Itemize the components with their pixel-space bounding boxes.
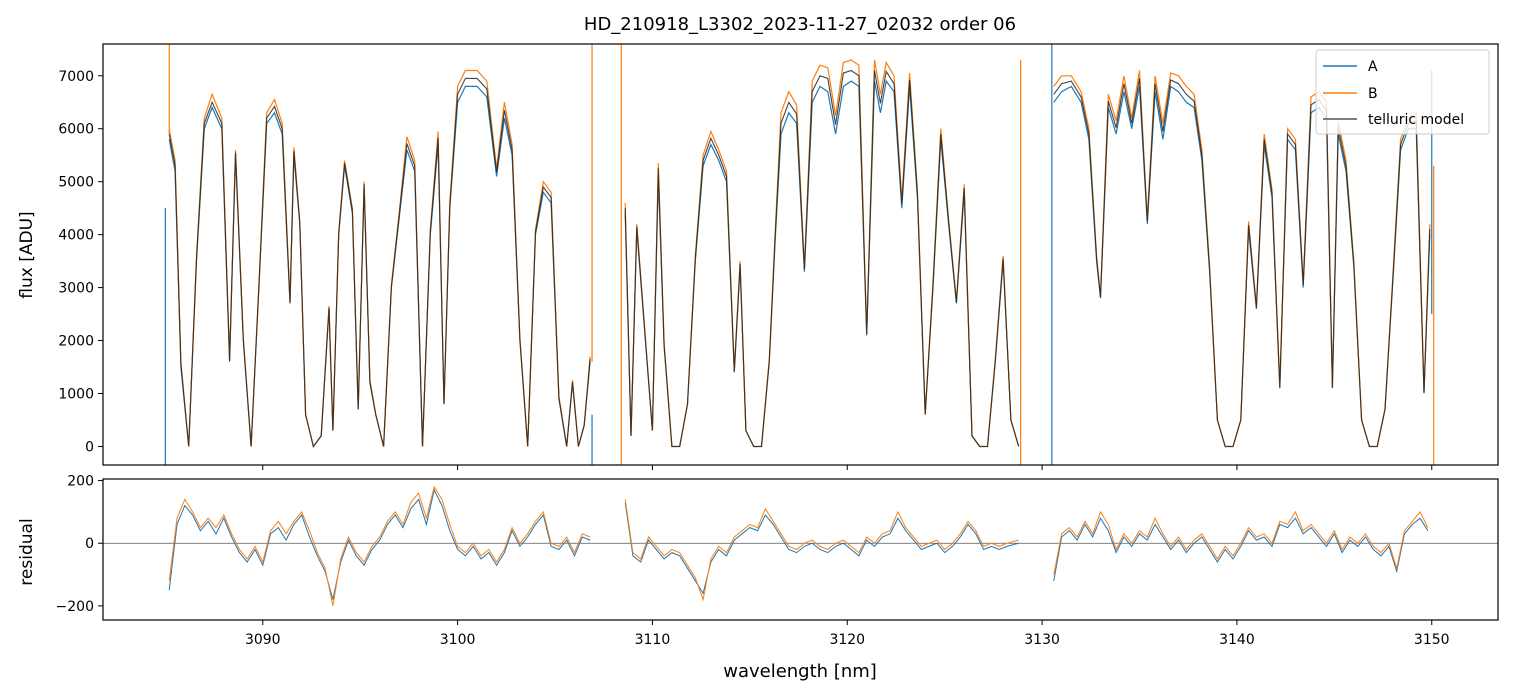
residual-b-line-2 bbox=[624, 499, 1019, 602]
spectrum-y-tick-label: 2000 bbox=[58, 334, 94, 350]
spectrum-axes-frame bbox=[102, 43, 1499, 466]
residual-y-tick-label: −200 bbox=[56, 599, 94, 615]
residual-a-line-3 bbox=[1053, 517, 1429, 581]
spectrum-y-tick-label: 7000 bbox=[58, 69, 94, 85]
residual-b-line-1 bbox=[168, 485, 591, 607]
telluric-model-line-1 bbox=[168, 77, 591, 448]
residual-b-line-3 bbox=[1053, 510, 1429, 575]
spectrum-y-ticks: 0 1000 2000 3000 4000 5000 6000 7000 bbox=[58, 69, 103, 455]
x-tick-label: 3090 bbox=[245, 632, 281, 648]
legend-label-model: telluric model bbox=[1368, 112, 1464, 128]
legend-label-a: A bbox=[1368, 59, 1378, 75]
residual-a-line-1 bbox=[168, 488, 591, 600]
x-tick-label: 3130 bbox=[1024, 632, 1060, 648]
x-tick-label: 3100 bbox=[440, 632, 476, 648]
spectrum-lines bbox=[164, 44, 1435, 465]
residual-lines bbox=[103, 485, 1498, 607]
legend-box bbox=[1315, 49, 1490, 135]
telluric-model-line-3 bbox=[1053, 78, 1431, 448]
legend-label-b: B bbox=[1368, 86, 1378, 102]
residual-axes-frame bbox=[102, 478, 1499, 621]
spectrum-y-tick-label: 3000 bbox=[58, 281, 94, 297]
x-tick-label: 3150 bbox=[1414, 632, 1450, 648]
series-a-line-2 bbox=[624, 79, 1020, 448]
spectrum-y-label: flux [ADU] bbox=[17, 211, 37, 298]
residual-a-line-2 bbox=[624, 502, 1019, 595]
residual-y-tick-label: 0 bbox=[85, 536, 94, 552]
residual-y-label: residual bbox=[17, 518, 37, 585]
residual-y-tick-label: 200 bbox=[67, 474, 94, 490]
x-tick-label: 3140 bbox=[1219, 632, 1255, 648]
spectrum-y-tick-label: 1000 bbox=[58, 387, 94, 403]
spectrum-y-tick-label: 6000 bbox=[58, 122, 94, 138]
spectrum-panel: 0 1000 2000 3000 4000 5000 6000 7000 flux [ADU]… bbox=[17, 43, 1499, 470]
chart-title: HD_210918_L3302_2023-11-27_02032 order 0… bbox=[584, 14, 1016, 35]
residual-x-ticks: 3090 3100 3110 3120 3130 3140 3150 bbox=[245, 620, 1450, 648]
spectrum-y-tick-label: 5000 bbox=[58, 175, 94, 191]
x-tick-label: 3110 bbox=[635, 632, 671, 648]
telluric-model-line-2 bbox=[624, 69, 1020, 448]
residual-y-ticks: −200 0 200 bbox=[56, 474, 103, 615]
spectrum-y-tick-label: 0 bbox=[85, 439, 94, 455]
x-axis-label: wavelength [nm] bbox=[723, 661, 877, 682]
residual-panel: −200 0 200 3090 3100 3110 3120 3130 3140 3150 re… bbox=[17, 474, 1499, 682]
legend: A B telluric model bbox=[1315, 49, 1490, 135]
spectrum-x-ticks bbox=[262, 465, 1433, 470]
x-tick-label: 3120 bbox=[829, 632, 865, 648]
spectrum-y-tick-label: 4000 bbox=[58, 228, 94, 244]
